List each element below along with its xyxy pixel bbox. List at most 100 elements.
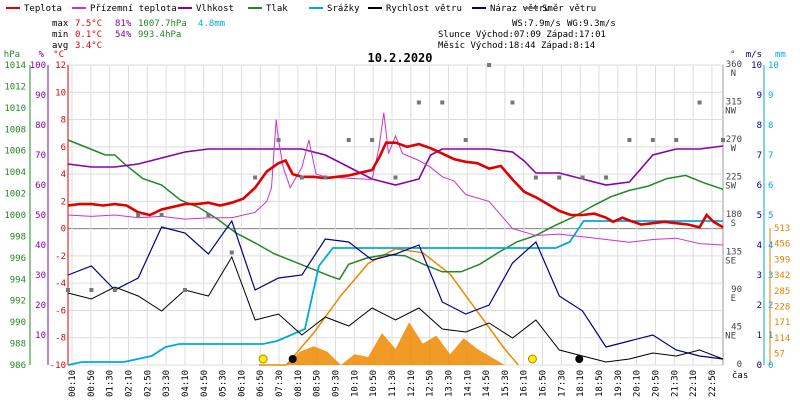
series-smer-point-1 bbox=[89, 288, 94, 292]
x-tick-18: 12:10 bbox=[407, 370, 417, 397]
tick-dir-0: 360 bbox=[726, 60, 742, 70]
tick-dir-5: 135 bbox=[726, 248, 742, 258]
series-smer-point-4 bbox=[159, 213, 164, 217]
tick-ms-8: 2 bbox=[757, 301, 762, 311]
series-smer-point-10 bbox=[299, 175, 304, 180]
stat-max-label: max bbox=[52, 19, 69, 29]
legend-label-4: Srážky bbox=[327, 4, 360, 14]
x-tick-8: 05:30 bbox=[219, 370, 229, 397]
tick-hpa-9: 996 bbox=[10, 254, 26, 264]
series-smer-point-15 bbox=[416, 100, 421, 105]
tick-hpa-14: 986 bbox=[10, 361, 26, 371]
stat-wg: WG:9.3m/s bbox=[567, 19, 616, 29]
tick-wm2-7: 114 bbox=[774, 334, 790, 344]
sun-times: Slunce Východ:07:09 Západ:17:01 bbox=[438, 30, 606, 40]
tick-mm-3: 7 bbox=[768, 151, 773, 161]
legend-label-6: Náraz větru bbox=[490, 4, 550, 14]
tick-dir-name-6: E bbox=[731, 294, 736, 304]
tick-wm2-0: 513 bbox=[774, 224, 790, 234]
tick-dir-6: 90 bbox=[731, 285, 742, 295]
x-tick-19: 12:50 bbox=[426, 370, 436, 397]
tick-wm2-4: 285 bbox=[774, 287, 790, 297]
tick-pct-4: 60 bbox=[35, 181, 46, 191]
tick-hpa-12: 990 bbox=[10, 318, 26, 328]
moon-times: Měsíc Východ:18:44 Západ:8:14 bbox=[438, 41, 595, 51]
tick-dir-7: 45 bbox=[731, 323, 742, 333]
series-smer-point-17 bbox=[463, 138, 468, 142]
tick-dir-1: 315 bbox=[726, 98, 742, 108]
x-tick-1: 00:50 bbox=[87, 370, 97, 397]
tick-mm-0: 10 bbox=[768, 61, 779, 71]
tick-hpa-11: 992 bbox=[10, 297, 26, 307]
legend-label-3: Tlak bbox=[266, 4, 288, 14]
series-smer-point-19 bbox=[510, 100, 515, 105]
series-smer-point-7 bbox=[229, 250, 234, 255]
tick-hpa-2: 1010 bbox=[4, 104, 26, 114]
x-tick-32: 21:30 bbox=[670, 370, 680, 397]
tick-ms-0: 10 bbox=[751, 61, 762, 71]
x-tick-34: 22:50 bbox=[708, 370, 718, 397]
tick-mm-1: 9 bbox=[768, 91, 773, 101]
grid bbox=[67, 64, 724, 366]
x-tick-0: 00:10 bbox=[68, 370, 78, 397]
axis-title-dir: ° bbox=[730, 50, 735, 60]
tick-temp-1: 10 bbox=[55, 88, 66, 98]
marker-sunrise-2 bbox=[527, 354, 537, 364]
tick-dir-name-1: NW bbox=[725, 107, 736, 117]
tick-dir-name-2: W bbox=[731, 144, 737, 154]
tick-pct-6: 40 bbox=[35, 241, 46, 251]
series-tlak bbox=[67, 139, 724, 281]
stat-min-label: min bbox=[52, 30, 68, 40]
tick-wm2-3: 342 bbox=[774, 271, 790, 281]
series-smer-point-14 bbox=[393, 175, 398, 180]
stat-min-temp: 0.1°C bbox=[75, 30, 102, 40]
series-smer-point-28 bbox=[721, 138, 725, 142]
stat-avg-label: avg bbox=[52, 41, 68, 51]
tick-mm-8: 2 bbox=[768, 301, 773, 311]
marker-sunrise-0 bbox=[258, 354, 268, 364]
legend-label-1: Přízemní teplota bbox=[90, 4, 177, 14]
tick-wm2-8: 57 bbox=[774, 350, 785, 360]
series-smer-point-11 bbox=[323, 175, 328, 180]
stats-block: max 7.5°C 81% 1007.7hPa 4.8mm min 0.1°C … bbox=[52, 19, 616, 51]
x-axis: 00:10 00:50 01:30 02:10 02:50 03:30 04:10 04:50… bbox=[68, 370, 748, 397]
series-smer-point-9 bbox=[276, 138, 281, 142]
series-smer-point-18 bbox=[487, 63, 492, 67]
series-rychlost bbox=[67, 255, 724, 363]
tick-dir-name-7: NE bbox=[725, 332, 736, 342]
x-tick-14: 09:30 bbox=[332, 370, 342, 397]
tick-hpa-1: 1012 bbox=[4, 82, 26, 92]
tick-dir-name-4: S bbox=[731, 219, 736, 229]
x-tick-2: 01:30 bbox=[106, 370, 116, 397]
x-tick-23: 15:30 bbox=[501, 370, 511, 397]
legend: Teplota Přízemní teplota Vlhkost Tlak Srážky… bbox=[6, 4, 596, 14]
x-tick-22: 14:50 bbox=[482, 370, 492, 397]
stat-max-rain: 4.8mm bbox=[198, 19, 225, 29]
x-tick-15: 10:10 bbox=[350, 370, 360, 397]
stat-min-press: 993.4hPa bbox=[138, 30, 181, 40]
tick-wm2-2: 399 bbox=[774, 255, 790, 265]
tick-mm-5: 5 bbox=[768, 211, 773, 221]
x-tick-27: 18:10 bbox=[576, 370, 586, 397]
tick-hpa-5: 1004 bbox=[4, 168, 26, 178]
tick-temp-8: -4 bbox=[55, 279, 66, 289]
x-tick-12: 08:10 bbox=[294, 370, 304, 397]
tick-wm2-1: 456 bbox=[774, 240, 790, 250]
series-smer-point-21 bbox=[557, 175, 562, 180]
stat-ws: WS:7.9m/s bbox=[512, 19, 561, 29]
tick-temp-0: 12 bbox=[55, 61, 66, 71]
tick-temp-4: 4 bbox=[61, 170, 66, 180]
tick-ms-1: 9 bbox=[757, 91, 762, 101]
tick-ms-2: 8 bbox=[757, 121, 762, 131]
tick-hpa-3: 1008 bbox=[4, 125, 26, 135]
x-tick-4: 02:50 bbox=[143, 370, 153, 397]
tick-temp-3: 6 bbox=[61, 143, 66, 153]
axis-title-hpa: hPa bbox=[4, 50, 20, 60]
x-tick-13: 08:50 bbox=[313, 370, 323, 397]
tick-wm2-5: 228 bbox=[774, 303, 790, 313]
legend-label-5: Rychlost větru bbox=[386, 4, 462, 14]
tick-dir-4: 180 bbox=[726, 210, 742, 220]
series-smer-point-25 bbox=[650, 138, 655, 142]
tick-ms-5: 5 bbox=[757, 211, 762, 221]
series-smer-point-16 bbox=[440, 100, 445, 105]
